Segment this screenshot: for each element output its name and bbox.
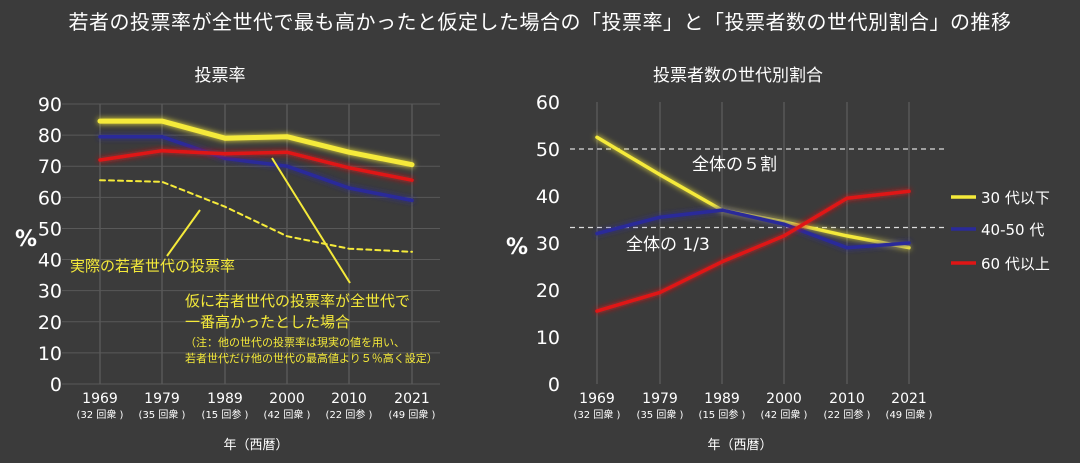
legend-label: 40-50 代 bbox=[981, 221, 1044, 239]
annotation-hypothetical-line1: 仮に若者世代の投票率が全世代で bbox=[185, 292, 410, 310]
page-title: 若者の投票率が全世代で最も高かったと仮定した場合の「投票率」と「投票者数の世代別… bbox=[68, 10, 1012, 34]
annotation-pointer-hypothetical bbox=[271, 157, 351, 284]
left-x-tick-sublabel: (35 回衆 ) bbox=[139, 408, 186, 421]
right-x-tick-sublabel: (22 回参 ) bbox=[824, 408, 871, 421]
left-x-tick-label: 2000 bbox=[269, 391, 305, 407]
right-y-tick-label: 50 bbox=[536, 139, 560, 161]
series-line-30 代以下 bbox=[595, 135, 911, 250]
right-x-axis-label: 年（西暦） bbox=[707, 438, 772, 453]
left-y-tick-label: 50 bbox=[38, 218, 62, 240]
series-line-仮定の若者世代の投票率 bbox=[97, 118, 415, 168]
series-line-60 代以上 bbox=[98, 148, 414, 182]
left-y-tick-label: 40 bbox=[38, 250, 62, 272]
left-y-tick-label: 30 bbox=[38, 281, 62, 303]
series-line-40-50 代 bbox=[98, 134, 414, 203]
right-x-tick-sublabel: (49 回衆 ) bbox=[886, 408, 933, 421]
left-x-tick-label: 2021 bbox=[394, 391, 430, 407]
left-x-tick-label: 1969 bbox=[82, 391, 118, 407]
left-x-tick-label: 1979 bbox=[144, 391, 180, 407]
annotation-note-line2: 若者世代だけ他の世代の最高値より５％高く設定） bbox=[185, 351, 438, 365]
right-x-tick-label: 2021 bbox=[891, 391, 927, 407]
left-y-tick-label: 80 bbox=[38, 125, 62, 147]
left-y-axis-label: % bbox=[15, 227, 37, 252]
left-x-tick-sublabel: (49 回衆 ) bbox=[389, 408, 436, 421]
left-x-tick-sublabel: (42 回衆 ) bbox=[264, 408, 311, 421]
left-x-tick-sublabel: (32 回衆 ) bbox=[77, 408, 124, 421]
legend: 30 代以下 40-50 代 60 代以上 bbox=[951, 189, 1050, 273]
right-x-tick-label: 1979 bbox=[642, 391, 678, 407]
right-y-tick-label: 20 bbox=[536, 280, 560, 302]
reference-line-label: 全体の５割 bbox=[692, 155, 777, 175]
annotation-pointer-actual bbox=[166, 209, 201, 257]
right-x-tick-label: 1989 bbox=[704, 391, 740, 407]
right-x-tick-sublabel: (15 回参 ) bbox=[699, 408, 746, 421]
left-y-tick-label: 60 bbox=[38, 187, 62, 209]
left-x-tick-label: 2010 bbox=[331, 391, 367, 407]
right-x-tick-sublabel: (42 回衆 ) bbox=[761, 408, 808, 421]
legend-label: 60 代以上 bbox=[981, 255, 1050, 273]
right-y-axis-label: % bbox=[506, 235, 528, 260]
right-x-tick-sublabel: (32 回衆 ) bbox=[574, 408, 621, 421]
annotation-note-line1: （注：他の世代の投票率は現実の値を用い、 bbox=[185, 335, 405, 349]
left-y-tick-label: 70 bbox=[38, 156, 62, 178]
left-y-tick-label: 90 bbox=[38, 94, 62, 116]
series-line-実際の若者世代の投票率 bbox=[99, 179, 413, 253]
reference-line-label: 全体の 1/3 bbox=[626, 235, 710, 255]
right-x-tick-sublabel: (35 回衆 ) bbox=[637, 408, 684, 421]
left-y-tick-label: 20 bbox=[38, 312, 62, 334]
right-x-tick-label: 2010 bbox=[829, 391, 865, 407]
series-line-60 代以上 bbox=[595, 189, 911, 313]
left-x-tick-sublabel: (15 回参 ) bbox=[202, 408, 249, 421]
right-y-tick-label: 0 bbox=[548, 374, 560, 396]
voting-rate-chart-title: 投票率 bbox=[195, 66, 246, 86]
annotations: 実際の若者世代の投票率 仮に若者世代の投票率が全世代で 一番高かったとした場合 … bbox=[70, 157, 438, 365]
right-y-tick-label: 30 bbox=[536, 233, 560, 255]
right-x-tick-label: 2000 bbox=[766, 391, 802, 407]
left-y-tick-label: 10 bbox=[38, 343, 62, 365]
left-x-axis-label: 年（西暦） bbox=[223, 438, 288, 453]
right-y-tick-label: 60 bbox=[536, 92, 560, 114]
right-x-tick-label: 1969 bbox=[579, 391, 615, 407]
annotation-hypothetical-line2: 一番高かったとした場合 bbox=[185, 313, 350, 331]
voting-rate-chart: 投票率 0 10 20 30 40 50 60 70 80 90 % 1969(32 回衆 ) 19… bbox=[15, 66, 440, 453]
right-y-tick-label: 10 bbox=[536, 327, 560, 349]
left-x-tick-label: 1989 bbox=[207, 391, 243, 407]
left-y-tick-label: 0 bbox=[50, 374, 62, 396]
legend-label: 30 代以下 bbox=[981, 189, 1050, 207]
left-x-tick-sublabel: (22 回参 ) bbox=[326, 408, 373, 421]
voter-share-chart-title: 投票者数の世代別割合 bbox=[653, 66, 823, 86]
series-line-40-50 代 bbox=[595, 208, 911, 250]
right-y-tick-label: 40 bbox=[536, 186, 560, 208]
annotation-actual-youth-rate: 実際の若者世代の投票率 bbox=[70, 257, 235, 275]
